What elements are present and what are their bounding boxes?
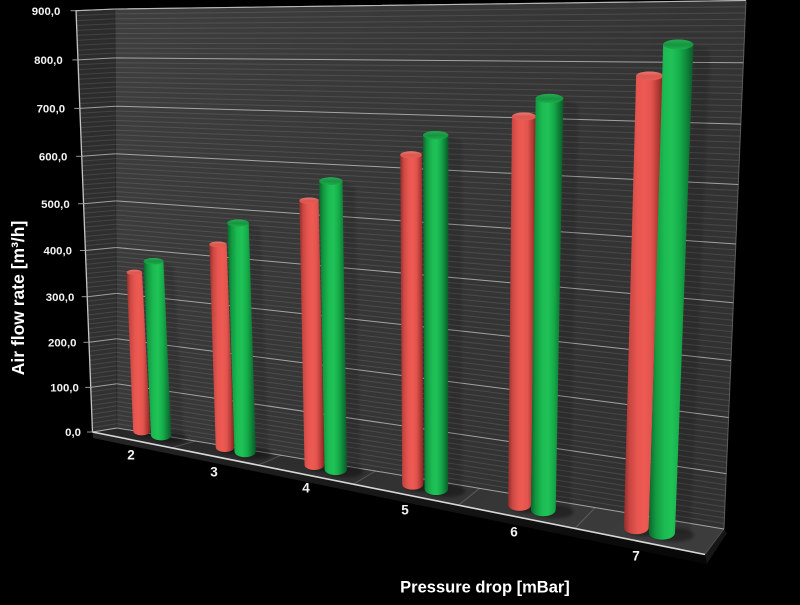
- svg-text:600,0: 600,0: [39, 151, 68, 163]
- svg-text:Air flow rate [m³/h]: Air flow rate [m³/h]: [8, 221, 28, 376]
- svg-text:5: 5: [401, 503, 409, 518]
- svg-text:200,0: 200,0: [48, 337, 77, 349]
- svg-text:300,0: 300,0: [46, 292, 75, 304]
- svg-text:700,0: 700,0: [37, 104, 66, 116]
- svg-text:800,0: 800,0: [34, 55, 63, 67]
- svg-text:500,0: 500,0: [41, 199, 70, 211]
- svg-text:100,0: 100,0: [50, 383, 79, 395]
- svg-text:2: 2: [127, 448, 135, 463]
- svg-text:Pressure drop [mBar]: Pressure drop [mBar]: [400, 579, 570, 597]
- svg-text:3: 3: [210, 465, 218, 480]
- svg-text:7: 7: [632, 549, 640, 564]
- svg-text:4: 4: [302, 481, 310, 496]
- svg-text:900,0: 900,0: [32, 6, 61, 18]
- svg-text:400,0: 400,0: [43, 246, 72, 258]
- svg-text:6: 6: [510, 525, 518, 540]
- svg-text:0,0: 0,0: [65, 427, 81, 439]
